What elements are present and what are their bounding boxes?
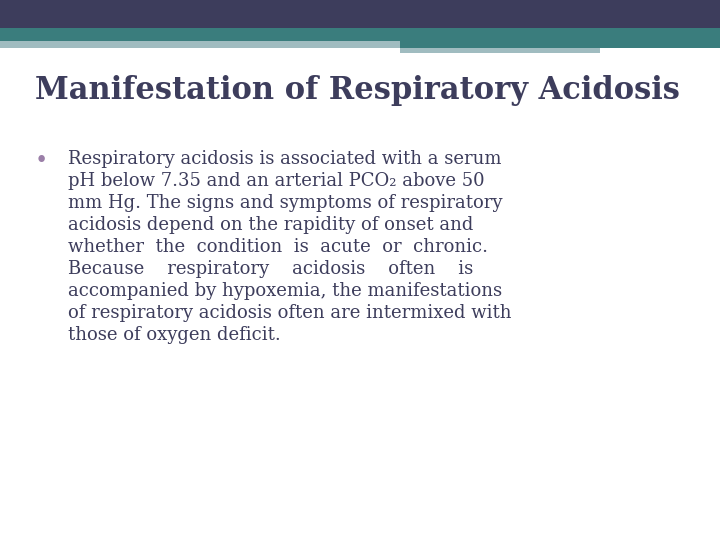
Text: pH below 7.35 and an arterial PCO₂ above 50: pH below 7.35 and an arterial PCO₂ above… xyxy=(68,172,485,190)
Text: acidosis depend on the rapidity of onset and: acidosis depend on the rapidity of onset… xyxy=(68,216,473,234)
Bar xyxy=(0,28,720,41)
Text: of respiratory acidosis often are intermixed with: of respiratory acidosis often are interm… xyxy=(68,304,511,322)
Text: Manifestation of Respiratory Acidosis: Manifestation of Respiratory Acidosis xyxy=(35,75,680,106)
Text: whether  the  condition  is  acute  or  chronic.: whether the condition is acute or chroni… xyxy=(68,238,488,256)
Text: accompanied by hypoxemia, the manifestations: accompanied by hypoxemia, the manifestat… xyxy=(68,282,502,300)
Bar xyxy=(400,41,720,48)
Text: Respiratory acidosis is associated with a serum: Respiratory acidosis is associated with … xyxy=(68,150,502,168)
Bar xyxy=(0,41,410,48)
Text: mm Hg. The signs and symptoms of respiratory: mm Hg. The signs and symptoms of respira… xyxy=(68,194,503,212)
Text: Because    respiratory    acidosis    often    is: Because respiratory acidosis often is xyxy=(68,260,473,278)
Bar xyxy=(400,48,600,53)
Bar xyxy=(0,0,720,28)
Text: those of oxygen deficit.: those of oxygen deficit. xyxy=(68,326,281,344)
Text: •: • xyxy=(35,150,48,172)
